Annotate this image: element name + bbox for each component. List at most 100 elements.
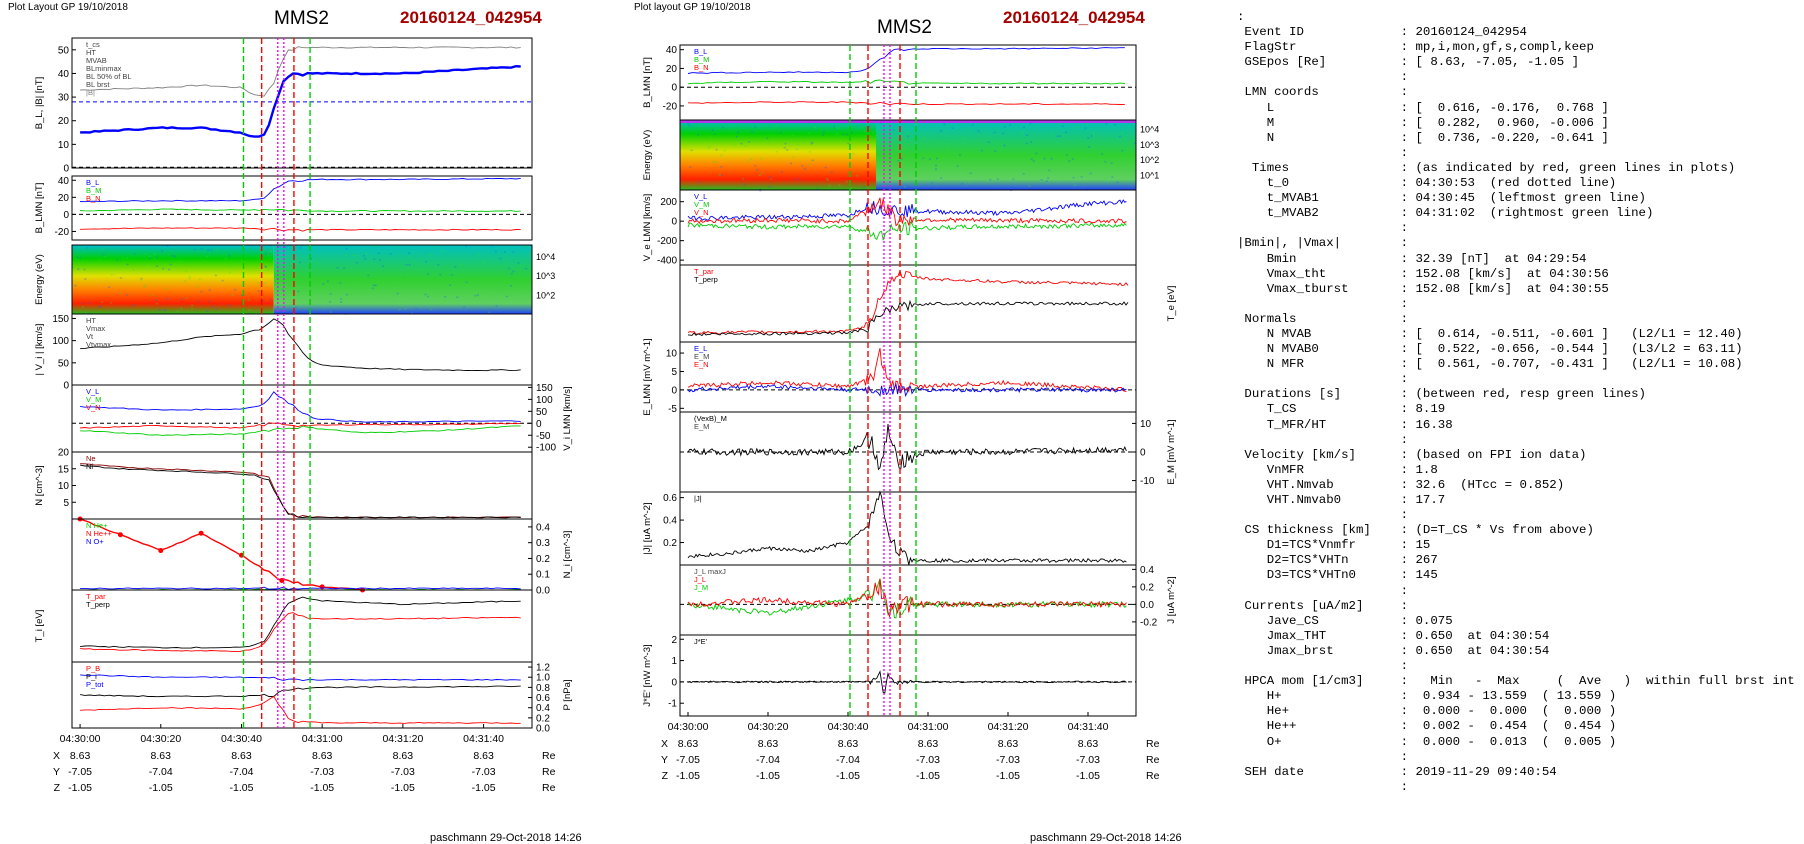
position-row-label: Z bbox=[662, 770, 669, 782]
spectrogram-speckle bbox=[824, 166, 827, 169]
spectrogram-speckle bbox=[408, 252, 411, 254]
info-line: D1=TCS*Vnmfr : 15 bbox=[1237, 538, 1431, 553]
spectrogram-speckle bbox=[240, 259, 243, 261]
spectrogram-speckle bbox=[856, 175, 859, 177]
y-tick-label: 10 bbox=[666, 349, 678, 360]
spectrogram-speckle bbox=[481, 277, 484, 279]
spectrogram-speckle bbox=[1028, 185, 1031, 187]
spectrogram-speckle bbox=[1084, 173, 1087, 175]
spectrogram-speckle bbox=[110, 273, 113, 276]
y-tick-label: 10^2 bbox=[1140, 155, 1159, 165]
spectrogram-speckle bbox=[404, 308, 407, 310]
left-event-label: 20160124_042954 bbox=[400, 8, 542, 27]
spectrogram-speckle bbox=[406, 273, 409, 275]
spectrogram-speckle bbox=[1045, 180, 1048, 182]
spectrogram-speckle bbox=[116, 259, 119, 262]
series-line bbox=[687, 490, 1127, 566]
spectrogram-speckle bbox=[1122, 180, 1125, 182]
spectrogram-speckle bbox=[153, 253, 156, 256]
spectrogram-speckle bbox=[326, 280, 329, 283]
y-axis-label: N [cm^-3] bbox=[34, 465, 45, 505]
spectrogram-speckle bbox=[185, 297, 188, 299]
position-value: -1.05 bbox=[472, 782, 496, 794]
legend-entry: N He+ bbox=[86, 521, 108, 530]
spectrogram-speckle bbox=[281, 289, 284, 291]
y-tick-label: 0.3 bbox=[536, 538, 550, 549]
position-value: 8.63 bbox=[393, 750, 414, 762]
y-tick-label: 10^3 bbox=[536, 271, 555, 281]
spectrogram-speckle bbox=[149, 257, 152, 260]
spectrogram-speckle bbox=[996, 178, 999, 180]
spectrogram-speckle bbox=[488, 294, 491, 297]
info-line: : bbox=[1237, 296, 1409, 311]
legend-entry: |B| bbox=[86, 88, 95, 97]
legend-entry: E_M bbox=[694, 352, 709, 361]
spectrogram-speckle bbox=[75, 258, 78, 260]
spectrogram-speckle bbox=[1003, 125, 1006, 128]
spectrogram-speckle bbox=[454, 286, 457, 288]
spectrogram-speckle bbox=[367, 274, 370, 277]
spectrogram-speckle bbox=[715, 148, 718, 151]
spectrogram-speckle bbox=[1129, 163, 1132, 165]
legend-entry: Ne bbox=[86, 454, 96, 463]
legend-entry: J_M bbox=[694, 583, 708, 592]
spectrogram-speckle bbox=[502, 311, 505, 313]
spectrogram-speckle bbox=[1040, 179, 1043, 181]
spectrogram-speckle bbox=[270, 299, 273, 301]
spectrogram-speckle bbox=[863, 130, 866, 133]
spectrogram-speckle bbox=[984, 178, 987, 180]
position-value: -1.05 bbox=[756, 770, 780, 782]
position-value: -7.04 bbox=[756, 754, 780, 766]
spectrogram-speckle bbox=[450, 274, 453, 276]
spectrogram-speckle bbox=[230, 265, 233, 268]
spectrogram-speckle bbox=[318, 291, 321, 294]
position-row-label: Y bbox=[53, 766, 60, 778]
spectrogram-speckle bbox=[748, 141, 751, 143]
position-value: -1.05 bbox=[836, 770, 860, 782]
spectrogram-speckle bbox=[796, 148, 799, 151]
spectrogram-speckle bbox=[1071, 165, 1074, 168]
spectrogram-speckle bbox=[443, 300, 446, 302]
y-tick-label: -20 bbox=[55, 227, 70, 238]
spectrogram-speckle bbox=[298, 310, 301, 313]
legend-entry: B_M bbox=[86, 186, 101, 195]
spectrogram-speckle bbox=[1132, 159, 1135, 161]
y-tick-label: -200 bbox=[657, 236, 677, 247]
spectrogram-speckle bbox=[838, 184, 841, 186]
position-value: -7.03 bbox=[472, 766, 496, 778]
spectrogram-speckle bbox=[798, 178, 801, 181]
series-line bbox=[80, 596, 521, 649]
y-axis-label: T_i [eV] bbox=[34, 610, 45, 643]
y-axis-label: | V_i | [km/s] bbox=[34, 324, 45, 376]
spectrogram-speckle bbox=[162, 309, 165, 311]
y-tick-label: 0 bbox=[671, 83, 677, 94]
spectrogram-speckle bbox=[1021, 132, 1024, 134]
series-line bbox=[687, 101, 1125, 106]
spectrogram-speckle bbox=[900, 157, 903, 160]
spectrogram-speckle bbox=[1124, 161, 1127, 163]
spectrogram-speckle bbox=[424, 293, 427, 296]
spectrogram-speckle bbox=[200, 248, 203, 250]
spectrogram-speckle bbox=[494, 250, 497, 253]
spectrogram-speckle bbox=[961, 150, 964, 152]
spectrogram-speckle bbox=[811, 141, 814, 144]
y-tick-label: 10 bbox=[1140, 419, 1152, 430]
spectrogram-speckle bbox=[1057, 123, 1060, 125]
position-row-label: Z bbox=[54, 782, 61, 794]
spectrogram-speckle bbox=[951, 127, 954, 129]
spectrogram-speckle bbox=[760, 172, 763, 174]
spectrogram-speckle bbox=[247, 299, 250, 301]
spectrogram-speckle bbox=[329, 311, 332, 313]
spectrogram-speckle bbox=[132, 269, 135, 271]
spectrogram-speckle bbox=[476, 296, 479, 299]
y-tick-label: 0.8 bbox=[536, 683, 550, 694]
spectrogram-speckle bbox=[264, 266, 267, 268]
info-line: VHT.Nmvab0 : 17.7 bbox=[1237, 493, 1446, 507]
spectrogram-speckle bbox=[377, 252, 380, 254]
spectrogram-speckle bbox=[751, 131, 754, 133]
y-axis-label: J*E' [nW m^-3] bbox=[642, 644, 653, 706]
y-tick-label: 0.2 bbox=[663, 538, 677, 549]
spectrogram-speckle bbox=[736, 131, 739, 134]
